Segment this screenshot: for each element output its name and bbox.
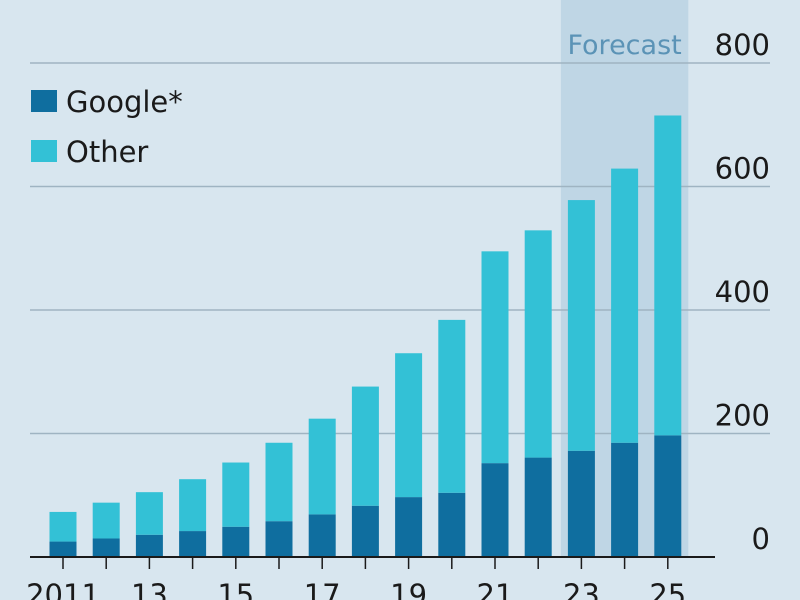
legend-swatch-google	[31, 90, 57, 112]
bar-other-2013	[135, 492, 163, 535]
bar-other-2011	[49, 511, 77, 542]
x-tick-label-17: 17	[304, 578, 341, 600]
y-tick-label-800: 800	[715, 28, 770, 62]
gridlines	[30, 62, 770, 435]
bar-google-2018	[351, 505, 379, 557]
forecast-label: Forecast	[567, 30, 681, 61]
y-tick-label-200: 200	[715, 399, 770, 433]
x-tick-label-13: 13	[131, 578, 168, 600]
bar-google-2013	[135, 534, 163, 557]
bar-google-2016	[265, 521, 293, 557]
bar-other-2019	[395, 353, 423, 498]
x-tick-label-25: 25	[649, 578, 686, 600]
y-tick-label-600: 600	[715, 152, 770, 186]
bar-google-2024	[611, 442, 639, 557]
bar-google-2022	[524, 457, 552, 557]
bar-other-2014	[179, 479, 207, 532]
bar-other-2020	[438, 319, 466, 493]
legend: Google* Other	[31, 85, 183, 169]
bar-google-2012	[92, 538, 120, 557]
bar-other-2017	[308, 418, 336, 515]
y-tick-label-400: 400	[715, 275, 770, 309]
x-axis-ticks: 2011 13 15 17 19 21 23 25	[26, 557, 686, 600]
x-tick-label-19: 19	[390, 578, 427, 600]
bar-other-2016	[265, 442, 293, 522]
x-tick-label-23: 23	[563, 578, 600, 600]
bar-other-2022	[524, 230, 552, 458]
bar-google-2021	[481, 463, 509, 557]
bar-other-2018	[351, 386, 379, 506]
bar-google-2023	[567, 450, 595, 557]
y-tick-label-0: 0	[752, 522, 770, 556]
legend-label-google: Google*	[66, 85, 183, 119]
bars	[49, 115, 682, 557]
bar-google-2019	[395, 497, 423, 557]
legend-label-other: Other	[66, 135, 148, 169]
bar-google-2025	[654, 435, 682, 557]
bar-google-2017	[308, 514, 336, 557]
x-tick-label-2011: 2011	[26, 578, 100, 600]
bar-google-2015	[222, 526, 250, 557]
bar-google-2014	[179, 531, 207, 557]
bar-google-2020	[438, 492, 466, 557]
x-tick-label-21: 21	[477, 578, 514, 600]
bar-other-2025	[654, 115, 682, 436]
bar-other-2021	[481, 251, 509, 464]
x-tick-label-15: 15	[217, 578, 254, 600]
legend-swatch-other	[31, 140, 57, 162]
bar-google-2011	[49, 541, 77, 557]
bar-other-2023	[567, 200, 595, 451]
bar-other-2015	[222, 462, 250, 527]
bar-other-2024	[611, 168, 639, 443]
y-axis-tick-labels: 0 200 400 600 800	[715, 28, 770, 556]
bar-other-2012	[92, 502, 120, 539]
